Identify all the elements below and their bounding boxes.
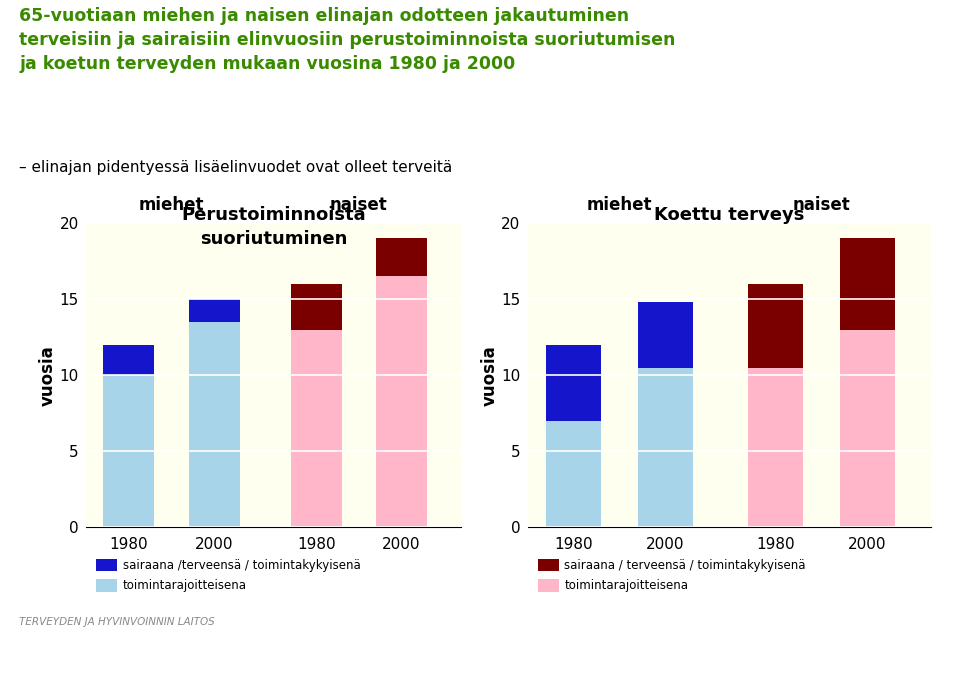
Text: Pekka Puska, pääjohtaja: Pekka Puska, pääjohtaja	[384, 650, 576, 665]
Bar	[375, 276, 427, 527]
Text: TERVEYDEN JA HYVINVOINNIN LAITOS: TERVEYDEN JA HYVINVOINNIN LAITOS	[19, 617, 215, 627]
Bar	[748, 368, 803, 527]
Bar	[638, 302, 693, 368]
Text: – elinajan pidentyessä lisäelinvuodet ovat olleet terveitä: – elinajan pidentyessä lisäelinvuodet ov…	[19, 160, 452, 174]
Y-axis label: vuosia: vuosia	[480, 345, 498, 406]
Text: naiset: naiset	[792, 196, 851, 214]
Bar	[188, 299, 240, 322]
Text: sairaana /terveensä / toimintakykyisenä: sairaana /terveensä / toimintakykyisenä	[123, 558, 361, 572]
Text: Koettu terveys: Koettu terveys	[655, 206, 804, 224]
Text: naiset: naiset	[330, 196, 388, 214]
Text: 65-vuotiaan miehen ja naisen elinajan odotteen jakautuminen
terveisiin ja sairai: 65-vuotiaan miehen ja naisen elinajan od…	[19, 7, 676, 74]
Text: 14.2.2011: 14.2.2011	[19, 650, 98, 665]
Text: toimintarajoitteisena: toimintarajoitteisena	[564, 579, 688, 592]
Bar	[546, 345, 601, 420]
Bar	[375, 238, 427, 276]
Bar	[291, 329, 342, 527]
Bar	[840, 238, 895, 329]
Bar	[638, 368, 693, 527]
Bar	[748, 284, 803, 368]
Bar	[546, 420, 601, 527]
Text: toimintarajoitteisena: toimintarajoitteisena	[123, 579, 247, 592]
Y-axis label: vuosia: vuosia	[38, 345, 57, 406]
Text: miehet: miehet	[587, 196, 653, 214]
Bar	[188, 322, 240, 527]
Bar	[104, 345, 155, 375]
Text: sairaana / terveensä / toimintakykyisenä: sairaana / terveensä / toimintakykyisenä	[564, 558, 806, 572]
Text: Perustoiminnoista
suoriutuminen: Perustoiminnoista suoriutuminen	[181, 206, 366, 248]
Bar	[291, 284, 342, 329]
Bar	[104, 375, 155, 527]
Bar	[840, 329, 895, 527]
Text: miehet: miehet	[139, 196, 204, 214]
